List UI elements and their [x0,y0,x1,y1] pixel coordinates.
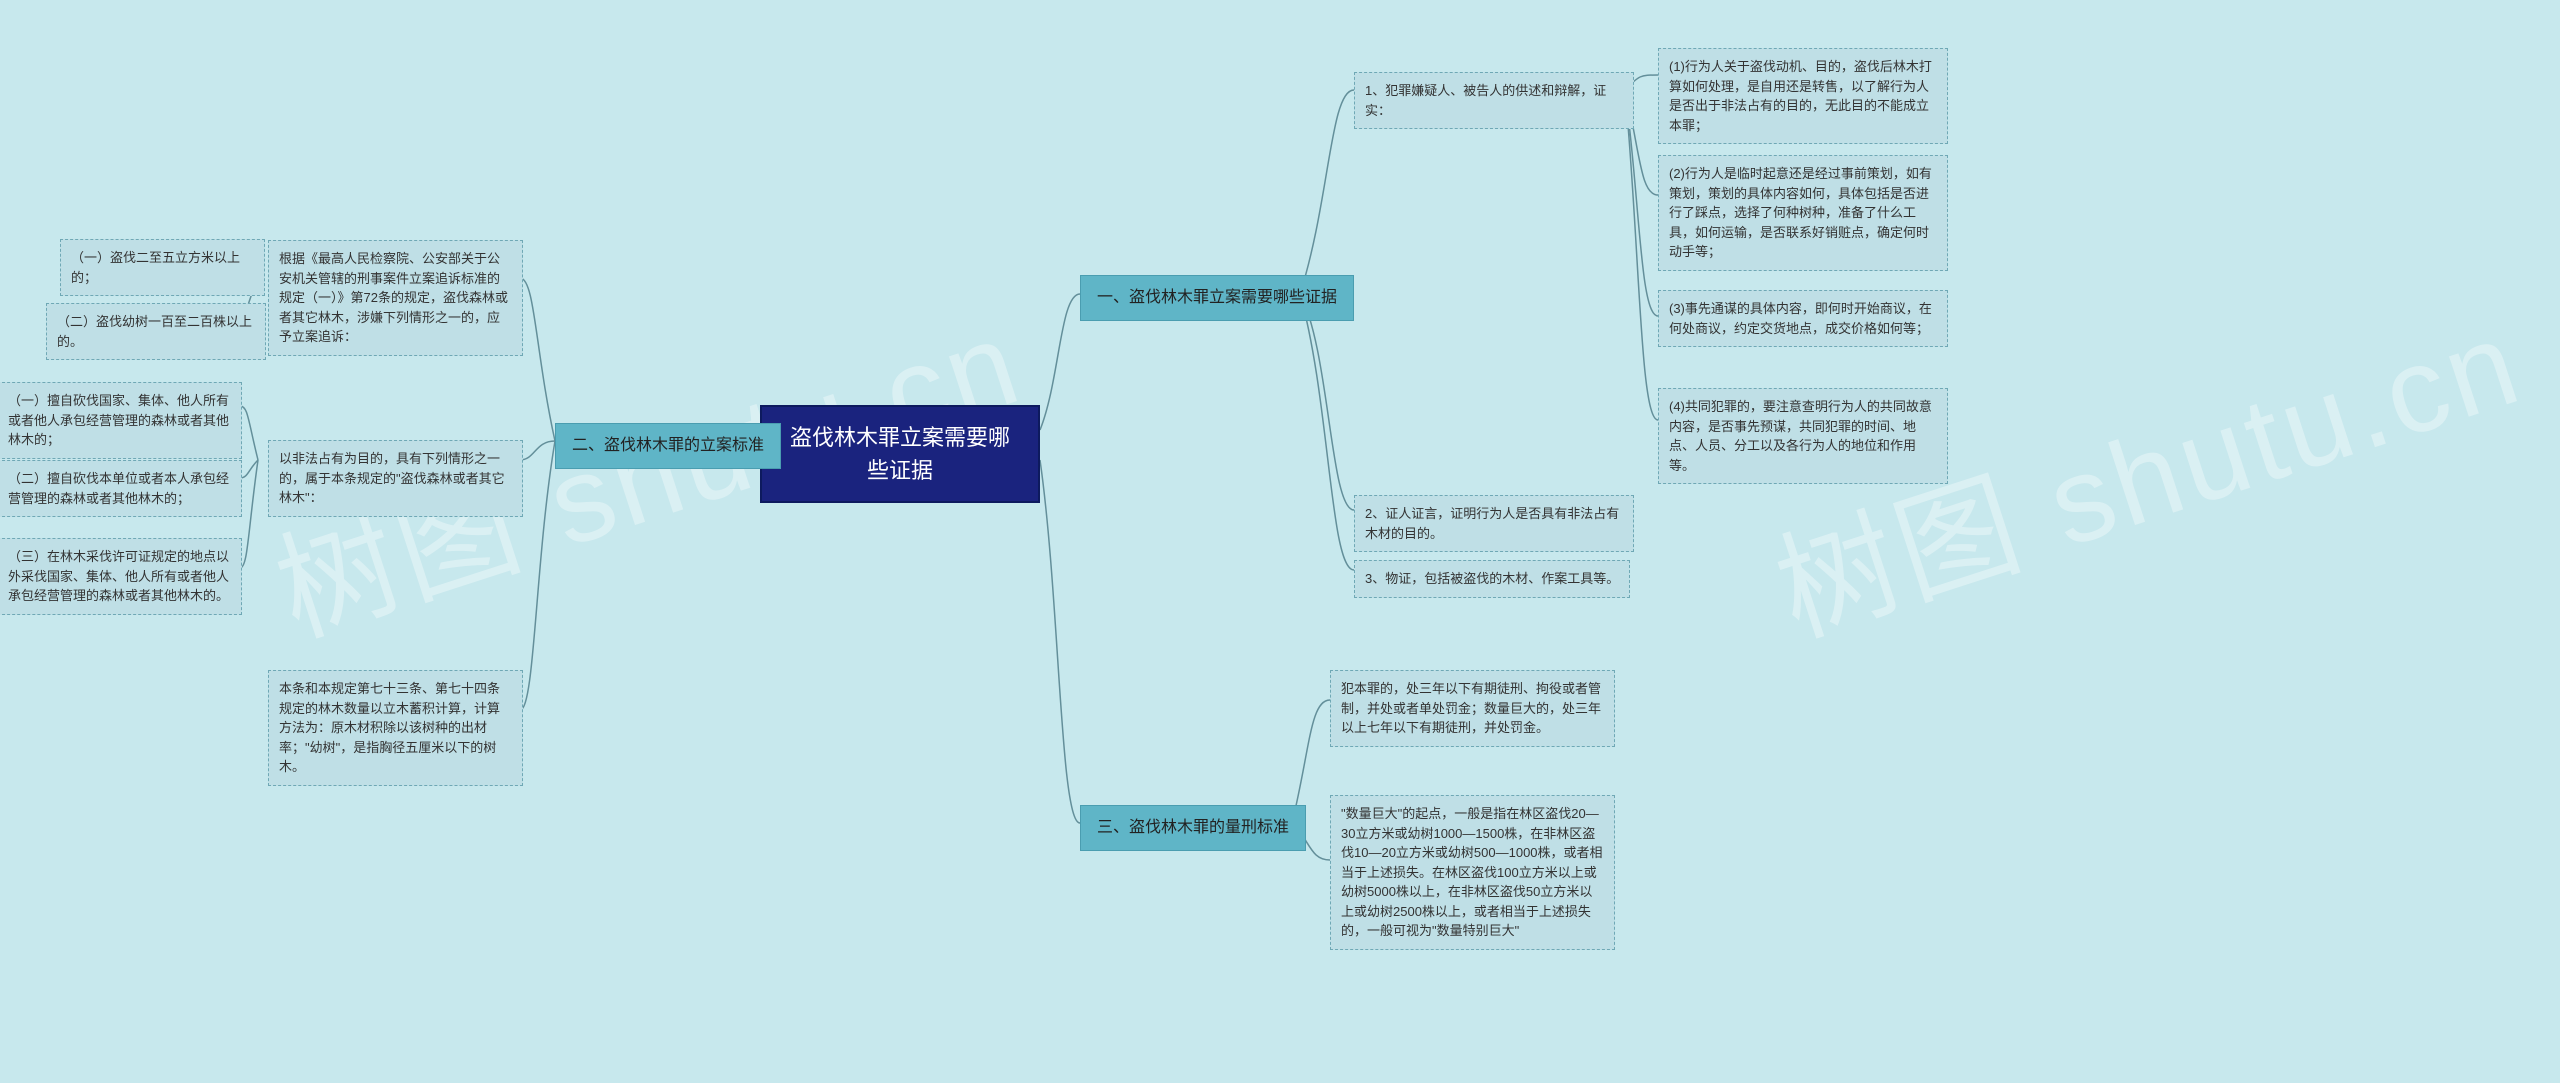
root-node: 盗伐林木罪立案需要哪些证据 [760,405,1040,503]
s2-i1-c2: （二）盗伐幼树一百至二百株以上的。 [46,303,266,360]
s2-i2-c3: （三）在林木采伐许可证规定的地点以外采伐国家、集体、他人所有或者他人承包经营管理… [0,538,242,615]
s3-item-1: 犯本罪的，处三年以下有期徒刑、拘役或者管制，并处或者单处罚金；数量巨大的，处三年… [1330,670,1615,747]
section-1: 一、盗伐林木罪立案需要哪些证据 [1080,275,1354,321]
s1-item-2: 2、证人证言，证明行为人是否具有非法占有木材的目的。 [1354,495,1634,552]
s1-i1-c2: (2)行为人是临时起意还是经过事前策划，如有策划，策划的具体内容如何，具体包括是… [1658,155,1948,271]
connector-lines [0,0,2560,1083]
s1-item-1: 1、犯罪嫌疑人、被告人的供述和辩解，证实： [1354,72,1634,129]
s2-item-1: 根据《最高人民检察院、公安部关于公安机关管辖的刑事案件立案追诉标准的规定（一）》… [268,240,523,356]
s3-item-2: "数量巨大"的起点，一般是指在林区盗伐20—30立方米或幼树1000—1500株… [1330,795,1615,950]
s2-i2-c1: （一）擅自砍伐国家、集体、他人所有或者他人承包经营管理的森林或者其他林木的； [0,382,242,459]
section-3: 三、盗伐林木罪的量刑标准 [1080,805,1306,851]
s1-i1-c1: (1)行为人关于盗伐动机、目的，盗伐后林木打算如何处理，是自用还是转售，以了解行… [1658,48,1948,144]
s2-item-3: 本条和本规定第七十三条、第七十四条规定的林木数量以立木蓄积计算，计算方法为：原木… [268,670,523,786]
section-2: 二、盗伐林木罪的立案标准 [555,423,781,469]
s2-i2-c2: （二）擅自砍伐本单位或者本人承包经营管理的森林或者其他林木的； [0,460,242,517]
s1-item-3: 3、物证，包括被盗伐的木材、作案工具等。 [1354,560,1630,598]
s1-i1-c3: (3)事先通谋的具体内容，即何时开始商议，在何处商议，约定交货地点，成交价格如何… [1658,290,1948,347]
s2-i1-c1: （一）盗伐二至五立方米以上的； [60,239,265,296]
s2-item-2: 以非法占有为目的，具有下列情形之一的，属于本条规定的"盗伐森林或者其它林木"： [268,440,523,517]
s1-i1-c4: (4)共同犯罪的，要注意查明行为人的共同故意内容，是否事先预谋，共同犯罪的时间、… [1658,388,1948,484]
